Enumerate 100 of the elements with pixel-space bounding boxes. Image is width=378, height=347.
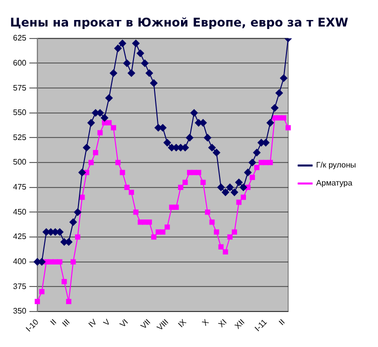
point (182, 180, 188, 185)
point (66, 298, 72, 304)
y-tick-label: 600 (12, 58, 27, 68)
point (88, 160, 94, 166)
chart-title: Цены на прокат в Южной Европе, евро за т EXW (10, 15, 348, 30)
point (34, 298, 40, 304)
point (235, 178, 243, 186)
point (169, 204, 174, 210)
point (128, 190, 134, 195)
point (82, 144, 90, 152)
point (120, 170, 126, 176)
y-tick-label: 625 (12, 34, 27, 43)
x-tick-label: III (60, 317, 72, 329)
x-tick-label: IV (86, 317, 100, 330)
point (105, 94, 113, 102)
point (87, 119, 95, 126)
point (214, 229, 220, 235)
y-tick-label: 475 (12, 182, 27, 192)
point (100, 114, 108, 122)
point (208, 144, 216, 152)
point (133, 210, 139, 215)
point (178, 184, 184, 190)
point (276, 89, 283, 97)
point (212, 148, 220, 156)
y-tick-label: 525 (12, 132, 27, 142)
point (150, 79, 158, 87)
point (222, 249, 228, 255)
point (250, 174, 255, 180)
point (146, 219, 152, 225)
y-tick-label: 450 (12, 207, 27, 216)
point (75, 234, 80, 240)
x-tick-label: VIII (155, 317, 170, 332)
point (190, 109, 198, 117)
y-tick-label: 375 (12, 282, 27, 291)
point (39, 288, 44, 294)
point (218, 244, 224, 250)
point (110, 69, 118, 77)
point (118, 40, 126, 48)
point (174, 204, 179, 210)
point (244, 168, 252, 176)
y-tick-label: 425 (12, 232, 27, 242)
point (62, 279, 67, 284)
x-tick-label: X (200, 317, 211, 328)
y-tick-label: 500 (12, 158, 27, 167)
point (232, 229, 238, 235)
point (266, 119, 274, 126)
point (57, 259, 62, 264)
point (240, 184, 248, 192)
point (151, 234, 156, 240)
point (286, 125, 291, 130)
point (230, 188, 238, 196)
point (132, 40, 140, 48)
point (146, 69, 154, 77)
point (200, 180, 206, 185)
point (253, 148, 261, 156)
point (268, 160, 273, 166)
y-tick-label: 400 (12, 257, 27, 266)
point (196, 170, 202, 176)
point (97, 130, 103, 136)
point (236, 200, 242, 205)
point (227, 234, 233, 240)
point (222, 188, 230, 196)
point (164, 224, 170, 230)
point (204, 134, 212, 142)
point (217, 184, 225, 192)
point (240, 194, 246, 200)
x-tick-label: II (48, 317, 58, 327)
x-tick-label: XII (233, 317, 246, 331)
x-tick-label: XI (216, 317, 228, 330)
y-tick-label: 575 (12, 83, 27, 92)
point (115, 160, 121, 166)
x-tick-label: VII (139, 317, 152, 331)
point (110, 125, 116, 130)
point (80, 194, 85, 200)
x-tick-label: VI (118, 317, 130, 330)
point (123, 60, 131, 67)
point (271, 104, 278, 112)
point (52, 259, 58, 264)
point (281, 115, 286, 120)
point (106, 120, 112, 126)
point (209, 219, 215, 225)
point (164, 138, 171, 146)
x-tick-label: IX (176, 317, 189, 330)
point (128, 69, 136, 77)
point (141, 60, 149, 67)
point (92, 150, 98, 156)
point (276, 115, 282, 120)
y-tick-label: 550 (12, 108, 27, 118)
x-tick-label: I-10 (24, 317, 41, 334)
point (74, 208, 82, 216)
point (248, 158, 256, 166)
x-tick-label: I-11 (253, 317, 270, 334)
point (70, 259, 76, 264)
point (226, 184, 234, 192)
x-tick-label: V (102, 317, 112, 328)
x-tick-label: II (277, 317, 287, 327)
legend-label: Г/к рулоны (316, 160, 356, 170)
point (78, 168, 86, 176)
y-tick-label: 350 (12, 306, 27, 316)
point (254, 164, 260, 170)
